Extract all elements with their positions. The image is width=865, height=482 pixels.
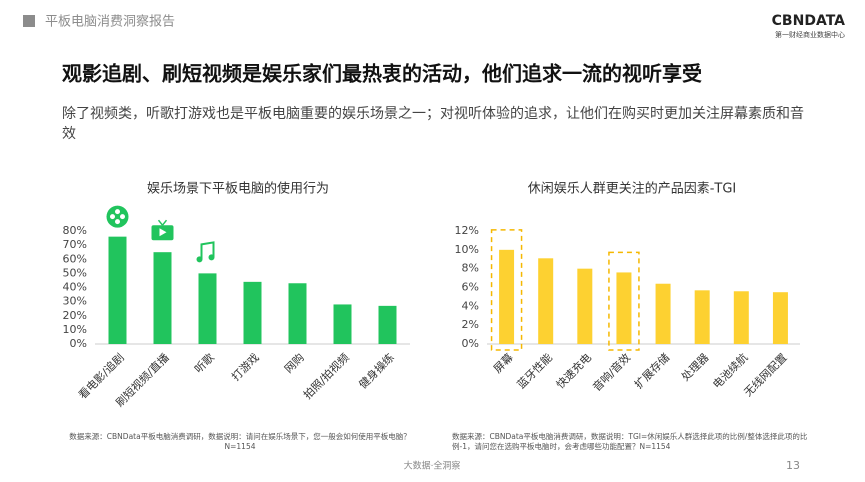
music-icon-note [208, 254, 215, 261]
bar [577, 268, 593, 344]
bar [333, 304, 352, 344]
logo-sub: 第一财经商业数据中心 [775, 30, 845, 39]
footer-center: 大数据·全洞察 [404, 460, 461, 472]
x-tick-label: 屏幕 [490, 350, 515, 375]
bar [772, 292, 788, 344]
x-tick-label: 音响/音效 [590, 350, 634, 394]
bar [198, 273, 217, 344]
y-tick-label: 10% [455, 243, 479, 256]
x-tick-label: 健身操练 [356, 350, 397, 391]
y-tick-label: 4% [462, 299, 479, 312]
subtitle: 除了视频类，听歌打游戏也是平板电脑重要的娱乐场景之一；对视听体验的追求，让他们在… [62, 106, 804, 142]
music-icon [200, 241, 215, 260]
chart-source: 数据来源：CBNData平板电脑消费调研，数据说明：请问在娱乐场景下，您一般会如… [69, 432, 411, 451]
y-tick-label: 20% [63, 309, 87, 322]
bar [499, 249, 515, 344]
y-tick-label: 40% [63, 281, 87, 294]
x-tick-label: 拍照/拍视频 [300, 350, 351, 401]
bar [378, 305, 397, 344]
page-title: 观影追剧、刷短视频是娱乐家们最热衷的活动，他们追求一流的视听享受 [62, 62, 702, 86]
chart-title: 娱乐场景下平板电脑的使用行为 [147, 181, 329, 197]
section-icon [23, 15, 35, 27]
y-tick-label: 80% [63, 224, 87, 237]
x-tick-label: 处理器 [679, 351, 712, 384]
x-tick-label: 听歌 [191, 350, 216, 375]
film-icon-hole [120, 214, 125, 220]
bar [694, 290, 710, 344]
x-tick-label: 打游戏 [229, 350, 262, 383]
tv-antenna [157, 219, 164, 226]
x-tick-label: 快速充电 [553, 350, 594, 391]
tv-play [159, 228, 167, 237]
bar [243, 281, 262, 344]
x-tick-label: 网购 [281, 350, 306, 375]
bar [733, 291, 749, 344]
tv-antenna [161, 219, 168, 226]
bar [288, 283, 307, 344]
chart-title: 休闲娱乐人群更关注的产品因素-TGI [528, 181, 737, 197]
y-tick-label: 60% [63, 252, 87, 265]
y-tick-label: 70% [63, 238, 87, 251]
bar [655, 283, 671, 344]
film-icon-hole [115, 219, 120, 225]
highlight-box [490, 229, 523, 351]
y-tick-label: 50% [63, 266, 87, 279]
film-icon [106, 205, 129, 228]
x-tick-label: 蓝牙性能 [514, 350, 555, 391]
page-number: 13 [786, 459, 800, 472]
bar [538, 258, 554, 344]
chart-source: 数据来源：CBNData平板电脑消费调研，数据说明：TGI=休闲娱乐人群选择此项… [452, 432, 808, 451]
logo: CBNDATA [772, 13, 845, 29]
bar [153, 252, 172, 344]
film-icon-hole [115, 209, 120, 215]
y-tick-label: 2% [462, 318, 479, 331]
y-tick-label: 8% [462, 262, 479, 275]
bar [616, 272, 632, 344]
music-icon-note [196, 256, 203, 263]
film-icon-hole [110, 214, 115, 220]
x-tick-label: 无线网配置 [741, 350, 790, 399]
y-tick-label: 10% [63, 323, 87, 336]
y-tick-label: 0% [70, 337, 87, 350]
section-title: 平板电脑消费洞察报告 [45, 15, 175, 30]
x-tick-label: 扩展存储 [631, 350, 672, 391]
bar [108, 236, 127, 344]
y-tick-label: 0% [462, 337, 479, 350]
y-tick-label: 12% [455, 224, 479, 237]
y-tick-label: 30% [63, 295, 87, 308]
y-tick-label: 6% [462, 281, 479, 294]
x-tick-label: 电池续航 [710, 350, 751, 391]
